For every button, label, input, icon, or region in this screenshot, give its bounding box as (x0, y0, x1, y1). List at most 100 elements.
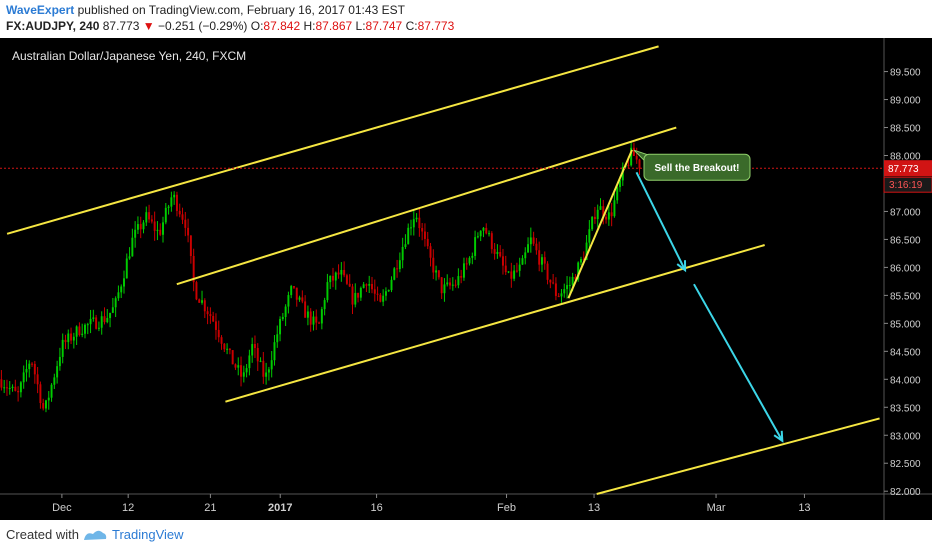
candle-body (541, 257, 543, 265)
countdown-label: 3:16:19 (889, 180, 923, 191)
candle-body (348, 283, 351, 287)
tradingview-logo-icon (84, 530, 107, 540)
close-label: C: (405, 19, 418, 33)
candle-body (248, 355, 251, 369)
candle-body (117, 292, 120, 299)
candle-body (563, 289, 566, 294)
candle-body (84, 324, 86, 334)
candle-body (496, 252, 499, 254)
candle-body (223, 343, 226, 350)
candle-body (396, 268, 399, 270)
y-tick-label: 89.000 (890, 96, 921, 107)
candle-body (75, 326, 78, 337)
candle-body (11, 386, 14, 388)
trend-line[interactable] (596, 417, 880, 495)
price-chart[interactable]: Australian Dollar/Japanese Yen, 240, FXC… (0, 38, 932, 520)
candle-body (510, 271, 513, 279)
candle-body (599, 206, 602, 210)
y-tick-label: 88.000 (890, 151, 921, 162)
symbol-label[interactable]: FX:AUDJPY, 240 (6, 19, 100, 33)
tradingview-brand-link[interactable]: TradingView (112, 527, 184, 542)
trend-line[interactable] (176, 126, 677, 286)
candle-body (607, 212, 610, 220)
candle-body (401, 246, 404, 261)
candle-body (468, 257, 471, 264)
y-tick-label: 87.000 (890, 207, 921, 218)
candle-body (53, 377, 56, 385)
x-tick-label: Dec (52, 502, 72, 514)
candle-body (61, 339, 64, 357)
candle-body (368, 284, 371, 286)
forecast-arrow-line[interactable] (635, 171, 686, 271)
candle-body (136, 224, 139, 230)
countdown-tag (883, 176, 932, 193)
candle-body (270, 360, 273, 370)
candle-body (306, 311, 309, 318)
candle-body (384, 291, 387, 296)
low-label: L: (355, 19, 366, 33)
candle-body (471, 255, 474, 258)
candle-body (521, 258, 524, 265)
candle-body (128, 256, 131, 259)
y-tick-label: 84.000 (890, 375, 921, 386)
chart-header: WaveExpert published on TradingView.com,… (0, 0, 932, 38)
candle-body (410, 227, 412, 229)
candle-body (156, 229, 159, 231)
candle-body (175, 194, 178, 211)
candle-body (605, 216, 608, 220)
x-tick-label: 2017 (268, 502, 292, 514)
forecast-arrow-line[interactable] (693, 283, 784, 442)
candle-body (627, 164, 630, 166)
candle-body (8, 387, 11, 389)
candle-body (31, 363, 34, 365)
candle-body (67, 333, 70, 343)
annotation-box[interactable] (643, 153, 751, 181)
candle-body (295, 287, 298, 300)
candle-body (568, 284, 571, 286)
candle-body (432, 257, 435, 273)
x-tick-label: 16 (370, 502, 382, 514)
candle-body (518, 264, 521, 271)
candle-body (543, 257, 546, 264)
trend-line[interactable] (6, 45, 659, 235)
candle-body (259, 360, 262, 362)
candle-body (131, 237, 134, 257)
candle-body (145, 212, 148, 223)
x-tick-label: 13 (588, 502, 600, 514)
candle-body (493, 249, 496, 254)
candle-body (142, 222, 145, 230)
candle-body (371, 284, 373, 290)
x-tick-label: Mar (707, 502, 726, 514)
candle-body (320, 309, 323, 324)
publisher-link[interactable]: WaveExpert (6, 3, 75, 17)
candle-body (507, 271, 510, 273)
y-tick-label: 83.000 (890, 431, 921, 442)
candle-body (343, 269, 346, 276)
last-price-label: 87.773 (888, 164, 919, 175)
candle-body (251, 344, 254, 356)
candle-body (554, 283, 557, 296)
candle-body (337, 272, 340, 275)
trend-line[interactable] (225, 244, 765, 403)
candle-body (501, 256, 504, 266)
candle-body (39, 384, 42, 404)
last-price: 87.773 (102, 19, 140, 33)
price-change: −0.251 (−0.29%) (158, 19, 248, 33)
trend-line[interactable] (567, 149, 633, 299)
candle-body (535, 243, 538, 251)
candle-body (329, 275, 332, 283)
candle-body (318, 322, 321, 324)
candle-body (14, 386, 17, 391)
candle-body (552, 282, 555, 284)
candle-body (437, 270, 440, 278)
y-tick-label: 88.500 (890, 124, 921, 135)
candle-body (440, 277, 443, 294)
candle-body (602, 206, 605, 217)
candle-body (195, 282, 198, 300)
candle-body (58, 356, 61, 367)
candle-body (596, 209, 599, 220)
candle-body (524, 252, 527, 259)
candle-body (253, 344, 256, 349)
symbol-line: FX:AUDJPY, 240 87.773 ▼ −0.251 (−0.29%) … (6, 19, 454, 33)
published-text: published on TradingView.com, February 1… (77, 3, 405, 17)
